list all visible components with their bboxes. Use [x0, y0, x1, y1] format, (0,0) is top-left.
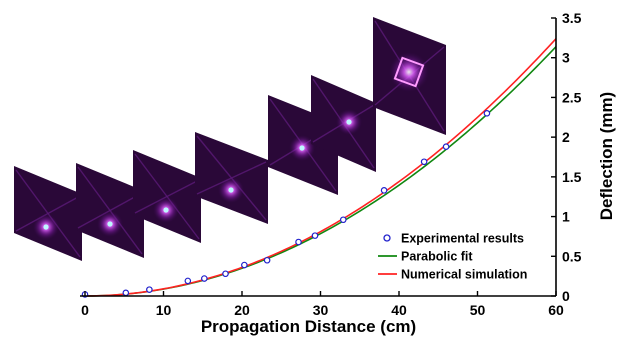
- y-tick-label: 2: [562, 129, 570, 145]
- inset-spot: [228, 187, 234, 193]
- data-point: [222, 270, 229, 278]
- axes: 0 10 20 30 40 50 6000.511.522.533.5Propagation…: [80, 10, 616, 336]
- beam-profile-image: [373, 17, 446, 135]
- y-tick-label: 2.5: [562, 89, 582, 105]
- inset-streak: [15, 195, 81, 232]
- legend-label: Experimental results: [401, 232, 524, 246]
- data-point: [146, 286, 153, 293]
- inset-streak: [134, 179, 200, 214]
- x-axis-title: Propagation Distance (cm): [201, 317, 416, 336]
- legend: Experimental results Parabolic fit Numeric…: [378, 232, 527, 282]
- data-point: [483, 110, 491, 117]
- inset-spot: [299, 145, 305, 151]
- y-tick-label: 0.5: [562, 248, 582, 264]
- inset-streak: [77, 192, 143, 229]
- inset-spot: [107, 221, 113, 227]
- data-point: [122, 289, 130, 297]
- data-point: [201, 275, 208, 282]
- x-tick-label: 50: [470, 302, 486, 318]
- y-tick-label: 1.5: [562, 169, 582, 185]
- x-tick-label: 30: [313, 302, 329, 318]
- x-tick-label: 60: [548, 302, 564, 318]
- beam-profile-image: [14, 166, 82, 261]
- y-tick-label: 3: [562, 50, 570, 66]
- x-tick-label: 40: [391, 302, 407, 318]
- legend-entry: Numerical simulation: [378, 268, 527, 282]
- y-tick-label: 0: [562, 288, 570, 304]
- y-axis-title: Deflection (mm): [597, 92, 616, 220]
- inset-spot: [346, 119, 352, 125]
- beam-profile-image: [195, 132, 268, 224]
- data-point: [420, 158, 428, 166]
- series-line: [84, 38, 557, 297]
- beam-profile-insets: [14, 17, 446, 261]
- data-point: [380, 187, 388, 194]
- data-point: [295, 238, 302, 246]
- legend-entry: Experimental results: [383, 232, 524, 246]
- legend-label: Numerical simulation: [401, 268, 527, 282]
- inset-spot: [393, 56, 425, 88]
- data-point: [184, 277, 192, 285]
- beam-profile-image: [133, 150, 201, 243]
- beam-profile-image: [76, 163, 144, 258]
- legend-label: Parabolic fit: [401, 250, 473, 264]
- legend-entry: Parabolic fit: [378, 250, 473, 264]
- data-point: [339, 216, 347, 224]
- data-point: [311, 232, 319, 239]
- inset-spot-glow: [389, 52, 429, 92]
- x-tick-label: 20: [234, 302, 250, 318]
- legend-marker: [383, 234, 391, 242]
- data-point: [241, 261, 248, 269]
- y-tick-label: 1: [562, 209, 570, 225]
- data-point: [442, 143, 450, 150]
- x-tick-label: 10: [156, 302, 172, 318]
- x-tick-label: 0: [81, 302, 89, 318]
- inset-spot: [163, 207, 169, 213]
- data-point: [263, 256, 271, 264]
- beam-profile-image: [311, 75, 376, 172]
- inset-spot: [43, 224, 49, 230]
- y-tick-label: 3.5: [562, 10, 582, 26]
